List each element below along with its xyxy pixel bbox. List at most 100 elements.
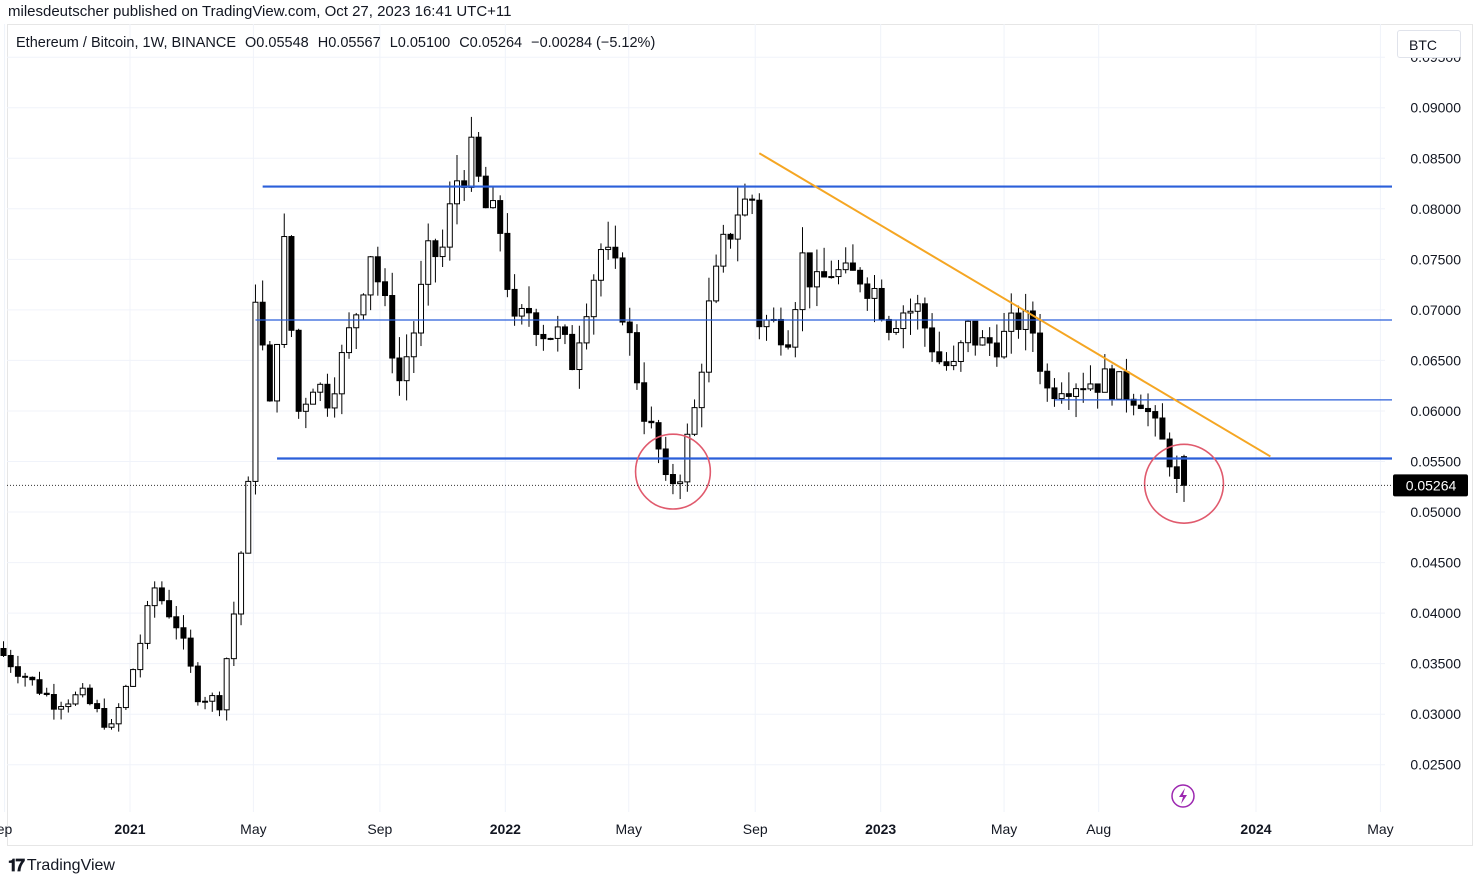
- candle-body: [50, 694, 57, 710]
- candle-body: [346, 327, 353, 354]
- candle-body: [799, 252, 806, 311]
- candle-body: [180, 627, 187, 639]
- candle-body: [425, 240, 432, 285]
- candle-body: [677, 481, 684, 485]
- candle-body: [864, 283, 871, 299]
- ohlc-high: H0.05567: [317, 35, 381, 51]
- candle-body: [921, 303, 928, 329]
- y-axis: 0.095000.090000.085000.080000.075000.070…: [1410, 49, 1461, 773]
- currency-button[interactable]: BTC: [1397, 30, 1461, 58]
- x-tick-label: 2022: [490, 821, 521, 837]
- y-tick-label: 0.07500: [1410, 251, 1461, 267]
- candle-body: [115, 707, 122, 725]
- candle-body: [713, 265, 720, 302]
- x-axis: ep 2021 May Sep 2022 May Sep 2023 May Aug 2024 May: [0, 821, 1394, 837]
- candle-body: [29, 676, 36, 681]
- candle-body: [554, 326, 561, 339]
- candle-body: [122, 685, 129, 709]
- candle-body: [389, 295, 396, 359]
- x-tick-label: Aug: [1086, 821, 1111, 837]
- candle-body: [1087, 383, 1094, 390]
- candle-body: [993, 342, 1000, 358]
- descending-trendline: [758, 152, 1271, 458]
- candles: [0, 116, 1188, 732]
- candle-body: [1037, 332, 1044, 372]
- current-price-label: 0.05264: [1406, 477, 1457, 493]
- candle-body: [511, 288, 518, 317]
- x-tick-label: May: [240, 821, 266, 837]
- candle-body: [1181, 456, 1188, 486]
- candle-body: [612, 246, 619, 259]
- candle-body: [720, 233, 727, 267]
- candle-body: [432, 240, 439, 258]
- candle-body: [266, 344, 273, 402]
- candle-body: [475, 136, 482, 177]
- candle-body: [633, 332, 640, 384]
- candle-body: [173, 616, 180, 629]
- candle-body: [101, 708, 108, 728]
- lightning-icon-bolt: [1179, 788, 1187, 804]
- candle-body: [929, 327, 936, 353]
- candle-body: [871, 287, 878, 299]
- candle-body: [151, 587, 158, 607]
- candle-body: [360, 294, 367, 316]
- candle-body: [324, 383, 331, 409]
- x-tick-label: 2021: [114, 821, 145, 837]
- candle-body: [885, 318, 892, 333]
- y-tick-label: 0.02500: [1410, 757, 1461, 773]
- candle-body: [302, 403, 309, 412]
- candle-body: [705, 300, 712, 373]
- candle-body: [86, 687, 93, 705]
- candle-body: [223, 658, 230, 711]
- y-tick-label: 0.05500: [1410, 454, 1461, 470]
- candle-body: [1008, 312, 1015, 332]
- candle-body: [158, 587, 165, 602]
- lightning-icon[interactable]: [1171, 784, 1195, 808]
- candle-body: [979, 337, 986, 346]
- candle-body: [353, 314, 360, 329]
- candle-body: [252, 301, 259, 482]
- candle-body: [72, 694, 79, 705]
- candle-body: [518, 307, 525, 317]
- candle-body: [777, 318, 784, 346]
- candle-body: [58, 706, 65, 710]
- annotations: [255, 152, 1392, 524]
- candle-body: [1101, 368, 1108, 393]
- candle-body: [950, 360, 957, 367]
- candle-body: [382, 281, 389, 297]
- candle-body: [446, 203, 453, 248]
- candle-body: [108, 723, 115, 728]
- candle-body: [439, 246, 446, 258]
- symbol-name[interactable]: Ethereum / Bitcoin, 1W, BINANCE: [16, 35, 236, 51]
- candle-body: [1152, 411, 1159, 419]
- candle-body: [540, 333, 547, 340]
- candle-body: [835, 269, 842, 278]
- chart-frame: [7, 24, 1473, 846]
- brand-name: TradingView: [26, 857, 115, 874]
- candle-body: [216, 695, 223, 711]
- candle-body: [576, 342, 583, 371]
- candle-body: [137, 642, 144, 671]
- candle-body: [907, 310, 914, 314]
- candle-body: [597, 249, 604, 281]
- symbol-info-bar: Ethereum / Bitcoin, 1W, BINANCE O0.05548…: [16, 35, 660, 51]
- candle-body: [209, 695, 216, 702]
- candle-body: [727, 233, 734, 240]
- candle-body: [338, 352, 345, 395]
- candle-body: [295, 329, 302, 412]
- tradingview-brand[interactable]: 𝟏𝟕 TradingView: [8, 856, 115, 876]
- candle-body: [972, 320, 979, 346]
- candle-body: [785, 344, 792, 348]
- y-tick-label: 0.03500: [1410, 656, 1461, 672]
- candle-body: [497, 200, 504, 234]
- candle-body: [1159, 417, 1166, 440]
- y-tick-label: 0.05000: [1410, 504, 1461, 520]
- candle-body: [878, 287, 885, 320]
- x-tick-label: May: [616, 821, 642, 837]
- publish-info: milesdeutscher published on TradingView.…: [8, 3, 512, 20]
- candle-body: [986, 337, 993, 344]
- candle-body: [1094, 383, 1101, 393]
- candle-body: [79, 687, 86, 696]
- y-tick-label: 0.04500: [1410, 555, 1461, 571]
